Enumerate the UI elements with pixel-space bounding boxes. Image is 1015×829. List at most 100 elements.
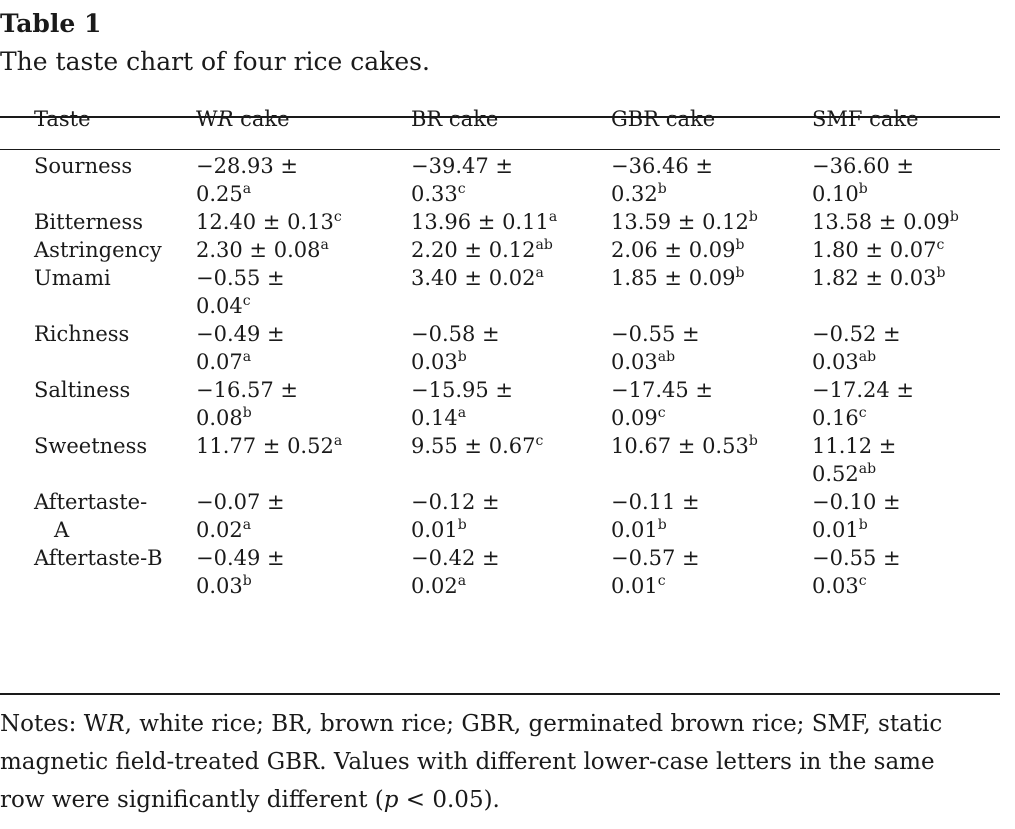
table-row: Sweetness 11.77 ± 0.52a 9.55 ± 0.67c 10.67 …: [0, 432, 1000, 488]
table-body: Sourness −28.93 ±0.25a −39.47 ±0.33c −36.46…: [0, 152, 1000, 600]
significance-letter: a: [333, 433, 343, 449]
taste-label: Bitterness: [34, 210, 143, 234]
significance-letter: c: [657, 405, 666, 421]
significance-letter: ab: [657, 349, 676, 365]
value-cell: 13.58 ± 0.09b: [812, 209, 959, 234]
table-header-rule: [0, 149, 1000, 150]
significance-letter: a: [320, 237, 329, 253]
value-cell: −36.46 ±0.32b: [611, 154, 713, 206]
value-cell: −16.57 ±0.08b: [196, 378, 298, 430]
value-cell: 2.20 ± 0.12ab: [411, 237, 553, 262]
significance-letter: b: [748, 433, 758, 449]
table-row: Bitterness 12.40 ± 0.13c 13.96 ± 0.11a 13.5…: [0, 208, 1000, 236]
significance-letter: c: [936, 237, 945, 253]
value-cell: −0.11 ±0.01b: [611, 490, 700, 542]
value-cell: −17.24 ±0.16c: [812, 378, 914, 430]
significance-letter: b: [936, 265, 946, 281]
value-cell: −0.55 ±0.04c: [196, 266, 285, 318]
table-row: Richness −0.49 ±0.07a −0.58 ±0.03b −0.55 ±0…: [0, 320, 1000, 376]
value-cell: 1.82 ± 0.03b: [812, 265, 946, 290]
table-row: Saltiness −16.57 ±0.08b −15.95 ±0.14a −17.4…: [0, 376, 1000, 432]
significance-letter: a: [457, 405, 467, 421]
significance-letter: a: [548, 209, 558, 225]
value-cell: −28.93 ±0.25a: [196, 154, 298, 206]
value-cell: 2.30 ± 0.08a: [196, 237, 329, 262]
value-cell: −0.58 ±0.03b: [411, 322, 500, 374]
significance-letter: c: [535, 433, 544, 449]
value-cell: 3.40 ± 0.02a: [411, 265, 544, 290]
table-caption: The taste chart of four rice cakes.: [0, 47, 430, 76]
significance-letter: b: [748, 209, 758, 225]
taste-label: Aftertaste-B: [34, 546, 163, 570]
significance-letter: b: [457, 349, 467, 365]
significance-letter: a: [457, 573, 467, 589]
taste-label: Sourness: [34, 154, 133, 178]
table-row: Umami −0.55 ±0.04c 3.40 ± 0.02a 1.85 ± 0.09…: [0, 264, 1000, 320]
value-cell: −0.55 ±0.03c: [812, 546, 901, 598]
value-cell: −0.57 ±0.01c: [611, 546, 700, 598]
significance-letter: ab: [535, 237, 553, 253]
value-cell: 13.59 ± 0.12b: [611, 209, 758, 234]
value-cell: 1.80 ± 0.07c: [812, 237, 945, 262]
significance-letter: a: [242, 517, 252, 533]
significance-letter: ab: [858, 461, 877, 477]
significance-letter: c: [858, 405, 867, 421]
taste-label: Saltiness: [34, 378, 131, 402]
significance-letter: b: [242, 573, 252, 589]
significance-letter: c: [858, 573, 867, 589]
significance-letter: c: [657, 573, 666, 589]
significance-letter: b: [949, 209, 959, 225]
table-top-rule: [0, 116, 1000, 118]
significance-letter: c: [333, 209, 342, 225]
value-cell: −0.12 ±0.01b: [411, 490, 500, 542]
column-header-3: GBR cake: [611, 107, 716, 131]
table-bottom-rule: [0, 693, 1000, 695]
significance-letter: a: [242, 349, 252, 365]
notes-line-2: magnetic field-treated GBR. Values with …: [0, 749, 935, 775]
significance-letter: b: [457, 517, 467, 533]
value-cell: 2.06 ± 0.09b: [611, 237, 745, 262]
value-cell: −0.55 ±0.03ab: [611, 322, 700, 374]
taste-label: Aftertaste- A: [34, 490, 148, 542]
taste-label: Umami: [34, 266, 111, 290]
significance-letter: b: [657, 181, 667, 197]
significance-letter: ab: [858, 349, 877, 365]
value-cell: 10.67 ± 0.53b: [611, 433, 758, 458]
table-row: Astringency 2.30 ± 0.08a 2.20 ± 0.12ab 2.06…: [0, 236, 1000, 264]
significance-letter: a: [535, 265, 544, 281]
value-cell: 1.85 ± 0.09b: [611, 265, 745, 290]
value-cell: 13.96 ± 0.11a: [411, 209, 558, 234]
significance-letter: b: [858, 517, 868, 533]
column-header-2: BR cake: [411, 107, 499, 131]
value-cell: 12.40 ± 0.13c: [196, 209, 342, 234]
value-cell: −17.45 ±0.09c: [611, 378, 713, 430]
value-cell: −0.10 ±0.01b: [812, 490, 901, 542]
column-header-4: SMF cake: [812, 107, 919, 131]
taste-label: Astringency: [34, 238, 162, 262]
significance-letter: c: [457, 181, 466, 197]
value-cell: 9.55 ± 0.67c: [411, 433, 544, 458]
taste-label: Richness: [34, 322, 130, 346]
significance-letter: c: [242, 293, 251, 309]
notes-line-1: Notes: WR, white rice; BR, brown rice; G…: [0, 711, 943, 737]
significance-letter: b: [858, 181, 868, 197]
significance-letter: a: [242, 181, 252, 197]
value-cell: 11.77 ± 0.52a: [196, 433, 343, 458]
value-cell: −0.52 ±0.03ab: [812, 322, 901, 374]
significance-letter: b: [735, 265, 745, 281]
value-cell: −0.07 ±0.02a: [196, 490, 285, 542]
column-header-0: Taste: [34, 107, 91, 131]
value-cell: −0.49 ±0.03b: [196, 546, 285, 598]
column-header-1: WR cake: [196, 107, 290, 131]
table-label: Table 1: [0, 9, 102, 38]
value-cell: −0.49 ±0.07a: [196, 322, 285, 374]
table-notes: Notes: WR, white rice; BR, brown rice; G…: [0, 705, 1005, 819]
table-row: Aftertaste- A −0.07 ±0.02a −0.12 ±0.01b −0.1…: [0, 488, 1000, 544]
significance-letter: b: [657, 517, 667, 533]
table-header-row: Taste WR cake BR cake GBR cake SMF cake: [0, 101, 1000, 137]
significance-letter: b: [735, 237, 745, 253]
taste-label: Sweetness: [34, 434, 148, 458]
table-row: Aftertaste-B −0.49 ±0.03b −0.42 ±0.02a −0.5…: [0, 544, 1000, 600]
significance-letter: b: [242, 405, 252, 421]
